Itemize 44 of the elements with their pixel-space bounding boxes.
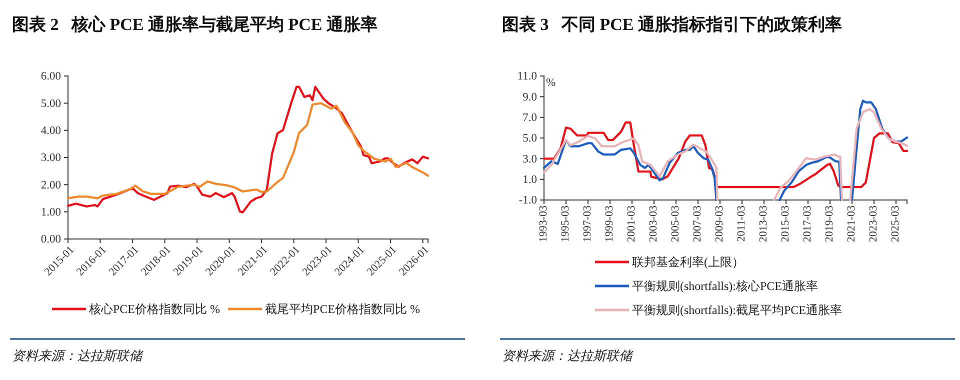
y-tick-label: 3.0 (522, 153, 538, 166)
y-tick-label: 1.0 (522, 174, 538, 186)
y-tick-label: 5.00 (40, 98, 62, 110)
x-tick-label: 2025-03 (890, 205, 902, 242)
line-series (66, 102, 430, 200)
legend-label: 截尾平均PCE价格指数同比 % (265, 302, 420, 316)
y-axis-title: % (546, 77, 556, 89)
line-series (542, 121, 908, 188)
y-tick-label: 6.00 (40, 70, 62, 83)
x-tick-label: 2011-03 (736, 205, 748, 242)
x-tick-label: 2007-03 (692, 205, 704, 242)
x-tick-label: 2009-03 (714, 205, 726, 242)
x-tick-label: 1993-03 (538, 205, 550, 242)
chart-title: 图表 3 不同 PCE 通胀指标指引下的政策利率 (502, 15, 842, 34)
legend-label: 平衡规则(shortfalls):核心PCE通胀率 (632, 279, 818, 293)
y-tick-label: 4.00 (40, 125, 62, 138)
x-tick-label: 2017-03 (802, 205, 814, 242)
y-tick-label: 9.0 (522, 91, 538, 104)
x-tick-label: 2023-03 (868, 205, 880, 242)
x-tick-label: 2003-03 (648, 205, 660, 242)
y-tick-label: 1.00 (40, 206, 62, 219)
x-tick-label: 1995-03 (560, 205, 572, 242)
text: 资料来源：达拉斯联储 (502, 348, 634, 363)
y-tick-label: 2.00 (40, 179, 62, 192)
text: 资料来源：达拉斯联储 (12, 348, 144, 363)
x-tick-label: 2013-03 (758, 205, 770, 242)
y-tick-label: -1.0 (518, 194, 538, 207)
y-tick-label: 11.0 (517, 70, 538, 83)
chart-title: 图表 2 核心 PCE 通胀率与截尾平均 PCE 通胀率 (12, 15, 378, 34)
x-tick-label: 2015-03 (780, 205, 792, 242)
legend-label: 平衡规则(shortfalls):截尾平均PCE通胀率 (632, 303, 842, 317)
y-tick-label: 7.0 (522, 112, 538, 124)
x-tick-label: 1999-03 (604, 205, 616, 242)
y-tick-label: 3.00 (40, 152, 62, 164)
x-tick-label: 2001-03 (626, 205, 638, 242)
x-tick-label: 1997-03 (582, 205, 594, 242)
y-tick-label: 5.0 (522, 132, 538, 145)
x-tick-label: 2005-03 (670, 205, 682, 242)
legend-label: 核心PCE价格指数同比 % (88, 302, 220, 316)
x-tick-label: 2021-03 (846, 205, 858, 242)
legend-label: 联邦基金利率(上限） (632, 255, 744, 269)
x-tick-label: 2019-03 (824, 205, 836, 242)
y-tick-label: 0.00 (40, 234, 62, 246)
line-series (66, 86, 430, 214)
